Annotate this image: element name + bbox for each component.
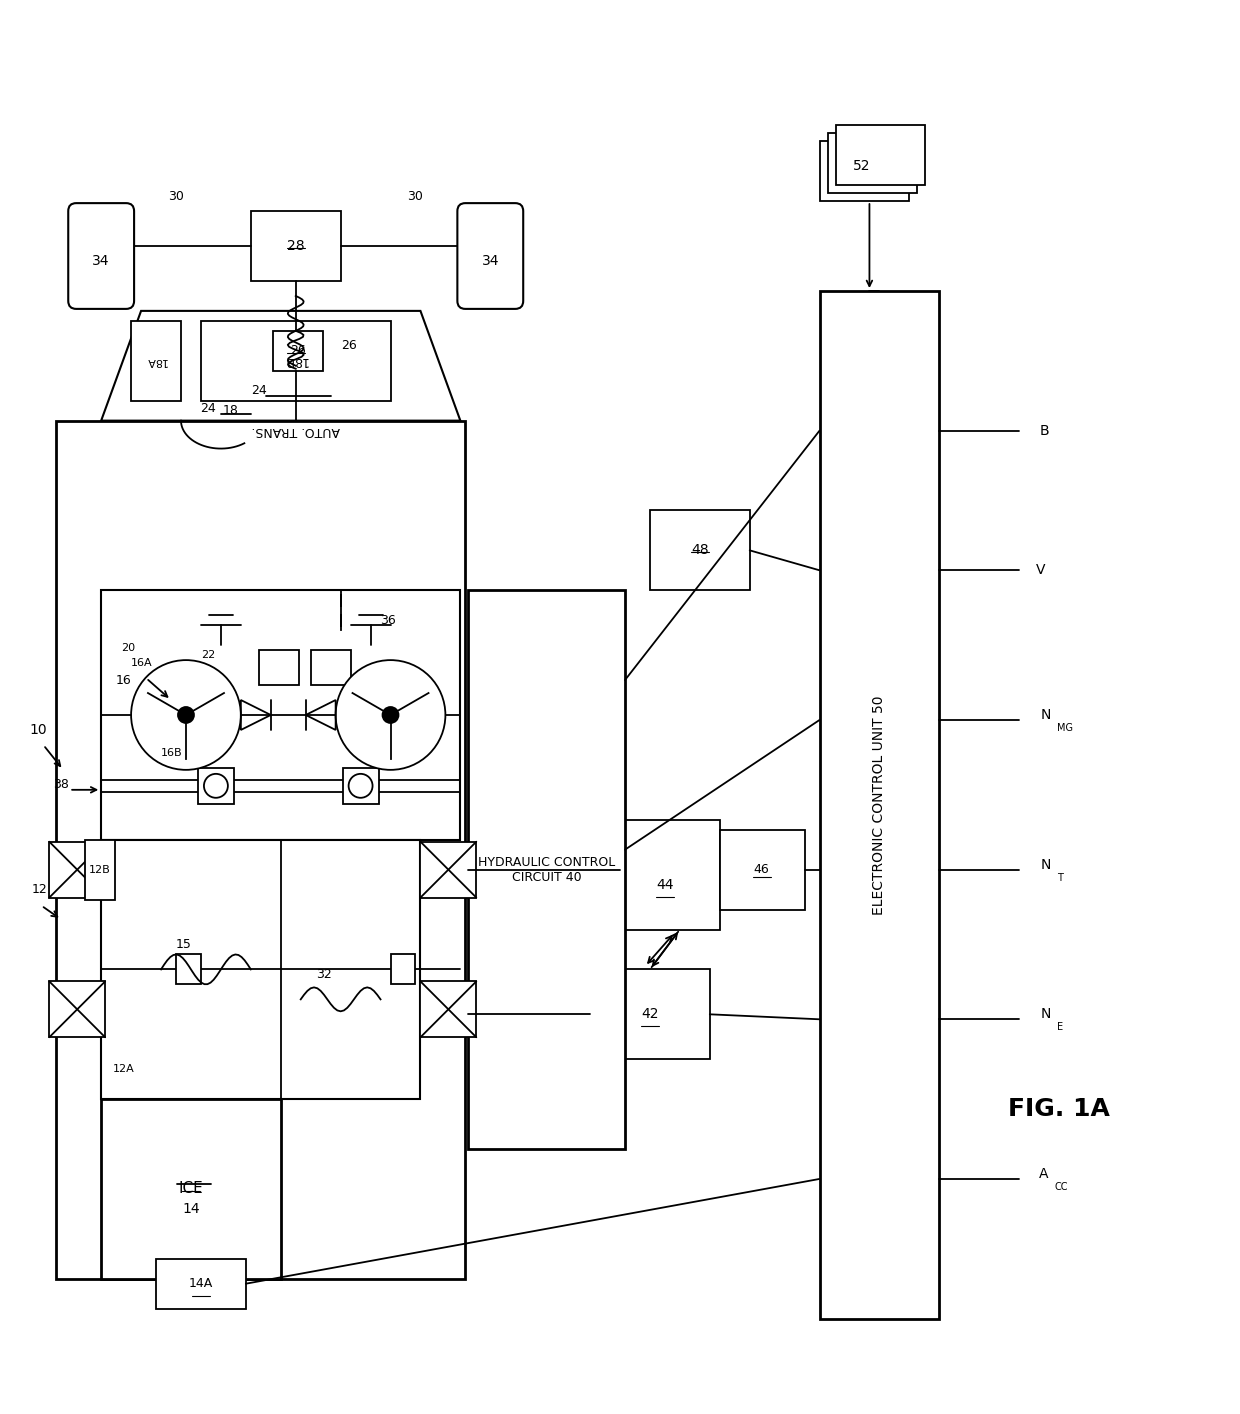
- Bar: [50, 841, 105, 898]
- Text: 16B: 16B: [161, 748, 182, 758]
- Circle shape: [131, 660, 241, 769]
- Text: ELECTRONIC CONTROL UNIT 50: ELECTRONIC CONTROL UNIT 50: [873, 696, 887, 915]
- Text: 32: 32: [316, 969, 331, 981]
- Text: N: N: [1042, 708, 1052, 723]
- Text: 10: 10: [30, 723, 47, 737]
- Circle shape: [336, 660, 445, 769]
- Text: 14A: 14A: [188, 1277, 213, 1290]
- Text: 16A: 16A: [131, 658, 153, 667]
- Bar: [131, 321, 181, 400]
- Bar: [102, 590, 460, 840]
- Text: ICE: ICE: [179, 1182, 203, 1196]
- Text: 28: 28: [286, 239, 305, 253]
- Text: AUTO. TRANS.: AUTO. TRANS.: [252, 424, 340, 437]
- Text: 12A: 12A: [113, 1065, 135, 1075]
- Text: 48: 48: [691, 543, 708, 557]
- Text: 30: 30: [169, 189, 184, 202]
- Bar: [102, 840, 420, 1099]
- Bar: [590, 970, 709, 1059]
- Bar: [250, 211, 341, 281]
- Text: 18B: 18B: [284, 355, 308, 368]
- Bar: [273, 331, 322, 370]
- Text: T: T: [1056, 872, 1063, 882]
- Bar: [420, 981, 476, 1038]
- Text: 14: 14: [182, 1202, 200, 1216]
- Text: N: N: [1042, 858, 1052, 871]
- Bar: [176, 954, 201, 984]
- Bar: [620, 820, 719, 929]
- Text: 42: 42: [641, 1007, 658, 1021]
- Bar: [342, 768, 378, 803]
- Text: A: A: [1039, 1167, 1049, 1181]
- Text: 16: 16: [117, 673, 131, 687]
- Bar: [420, 841, 476, 898]
- Text: 38: 38: [53, 778, 69, 792]
- Text: 26: 26: [290, 344, 305, 358]
- Bar: [198, 768, 234, 803]
- FancyBboxPatch shape: [68, 204, 134, 308]
- Text: E: E: [1056, 1022, 1063, 1032]
- FancyBboxPatch shape: [458, 204, 523, 308]
- Text: 15: 15: [176, 937, 192, 952]
- Circle shape: [203, 773, 228, 797]
- Text: 44: 44: [656, 878, 673, 892]
- Circle shape: [382, 707, 398, 723]
- Bar: [311, 650, 351, 684]
- Text: MG: MG: [1056, 723, 1073, 732]
- Bar: [836, 126, 925, 185]
- Bar: [259, 650, 299, 684]
- Text: 46: 46: [754, 863, 770, 877]
- Text: 18A: 18A: [145, 356, 167, 366]
- Text: 52: 52: [853, 160, 870, 173]
- Text: B: B: [1039, 424, 1049, 437]
- Text: CC: CC: [1054, 1182, 1068, 1192]
- Bar: [719, 830, 805, 909]
- Text: 20: 20: [122, 643, 135, 653]
- Text: 22: 22: [201, 650, 216, 660]
- Bar: [469, 590, 625, 1150]
- Bar: [201, 321, 391, 400]
- Bar: [56, 420, 465, 1278]
- Bar: [86, 840, 115, 899]
- Bar: [827, 133, 918, 194]
- Text: 36: 36: [381, 614, 397, 626]
- Text: HYDRAULIC CONTROL
CIRCUIT 40: HYDRAULIC CONTROL CIRCUIT 40: [479, 855, 615, 884]
- Bar: [156, 1258, 246, 1308]
- Bar: [102, 1099, 280, 1278]
- Text: 34: 34: [481, 255, 498, 269]
- Circle shape: [179, 707, 193, 723]
- Bar: [820, 141, 909, 201]
- Text: 34: 34: [93, 255, 110, 269]
- Text: 12B: 12B: [89, 864, 112, 875]
- Text: 24: 24: [200, 402, 216, 416]
- Bar: [820, 291, 939, 1319]
- Bar: [650, 510, 750, 590]
- Text: 26: 26: [341, 339, 356, 352]
- Bar: [50, 981, 105, 1038]
- Text: 30: 30: [408, 189, 423, 202]
- Text: 12: 12: [31, 884, 47, 896]
- Bar: [391, 954, 415, 984]
- Text: 18: 18: [223, 404, 239, 417]
- Text: 24: 24: [250, 385, 267, 397]
- Circle shape: [348, 773, 372, 797]
- Text: V: V: [1037, 563, 1045, 577]
- Text: N: N: [1042, 1007, 1052, 1021]
- Text: FIG. 1A: FIG. 1A: [1008, 1097, 1110, 1121]
